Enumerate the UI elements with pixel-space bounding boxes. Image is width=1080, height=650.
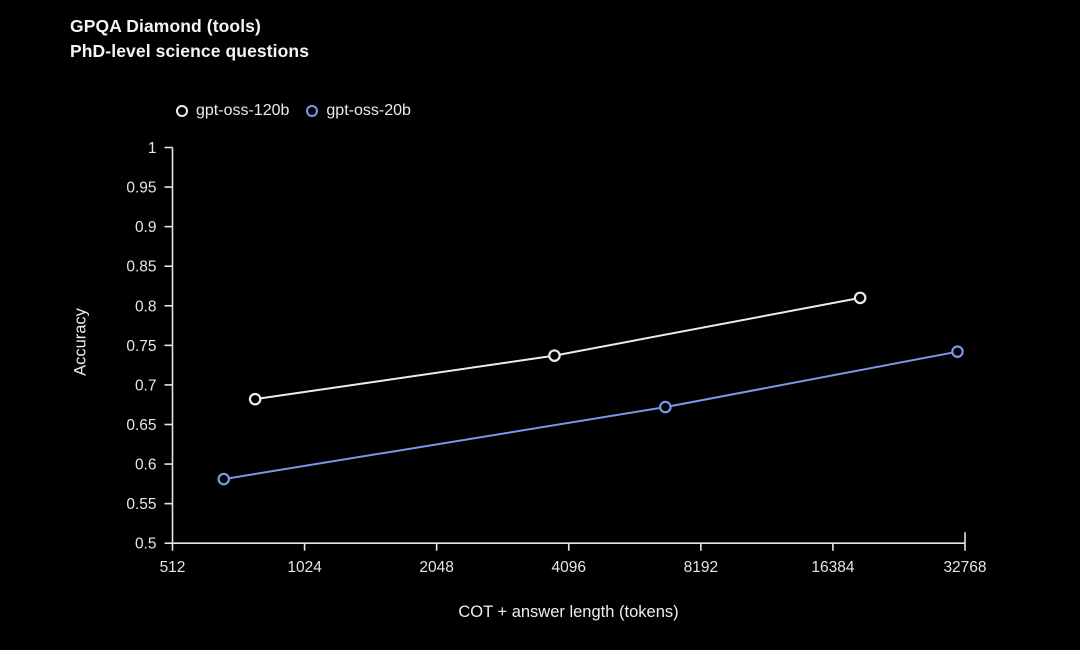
svg-text:0.5: 0.5 bbox=[135, 536, 157, 553]
svg-text:0.95: 0.95 bbox=[126, 180, 156, 197]
svg-text:0.6: 0.6 bbox=[135, 457, 157, 474]
chart-legend: gpt-oss-120b gpt-oss-20b bbox=[176, 102, 411, 120]
x-axis-label: COT + answer length (tokens) bbox=[458, 603, 679, 621]
svg-text:8192: 8192 bbox=[684, 559, 718, 576]
svg-text:1024: 1024 bbox=[287, 559, 322, 576]
chart-title: GPQA Diamond (tools) bbox=[70, 16, 261, 36]
svg-text:0.75: 0.75 bbox=[126, 338, 156, 355]
y-axis-label: Accuracy bbox=[71, 308, 90, 376]
svg-text:0.8: 0.8 bbox=[135, 298, 157, 315]
svg-text:32768: 32768 bbox=[943, 559, 986, 576]
svg-text:0.9: 0.9 bbox=[135, 219, 157, 236]
svg-text:0.55: 0.55 bbox=[126, 496, 156, 513]
chart-subtitle: PhD-level science questions bbox=[70, 40, 310, 61]
chart-title-block: GPQA Diamond (tools) PhD-level science q… bbox=[70, 14, 309, 63]
svg-text:4096: 4096 bbox=[552, 559, 586, 576]
svg-text:0.7: 0.7 bbox=[135, 377, 157, 394]
svg-text:1: 1 bbox=[148, 140, 157, 157]
legend-marker-circle-icon bbox=[176, 105, 188, 117]
legend-item-gpt-oss-20b: gpt-oss-20b bbox=[306, 102, 411, 120]
svg-text:0.85: 0.85 bbox=[126, 259, 156, 276]
legend-label: gpt-oss-120b bbox=[196, 102, 290, 119]
legend-label: gpt-oss-20b bbox=[326, 102, 411, 119]
svg-text:512: 512 bbox=[160, 559, 186, 576]
svg-text:2048: 2048 bbox=[419, 559, 453, 576]
legend-item-gpt-oss-120b: gpt-oss-120b bbox=[176, 102, 289, 120]
svg-text:0.65: 0.65 bbox=[126, 417, 156, 434]
legend-marker-circle-icon bbox=[306, 105, 319, 117]
svg-text:16384: 16384 bbox=[811, 559, 854, 576]
